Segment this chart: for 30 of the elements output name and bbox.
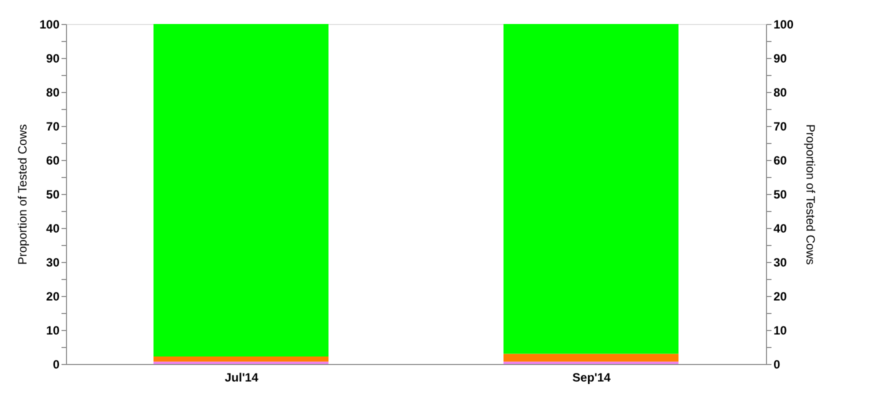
y2-axis-title: Proportion of Tested Cows [804,124,818,265]
y-tick-label: 50 [46,188,60,202]
y2-tick-label: 40 [774,222,788,236]
y-tick-label: 20 [46,290,60,304]
y2-tick-label: 10 [774,324,788,338]
bar [504,354,678,362]
y-tick-label: 10 [46,324,60,338]
y2-tick-label: 70 [774,120,788,134]
y2-tick-label: 30 [774,256,788,270]
y2-tick-label: 60 [774,154,788,168]
bar [154,356,328,362]
y2-tick-label: 50 [774,188,788,202]
x-tick-label: Sep'14 [572,370,611,384]
y2-tick-label: 20 [774,290,788,304]
y-tick-label: 80 [46,86,60,100]
y-tick-label: 100 [39,18,60,32]
bar [504,24,678,354]
x-tick-label: Jul'14 [224,370,259,384]
y2-tick-label: 100 [774,18,794,32]
bar [154,24,328,357]
y-tick-label: 70 [46,120,60,134]
y-tick-label: 30 [46,256,60,270]
y-tick-label: 0 [52,358,60,372]
y-tick-label: 60 [46,154,60,168]
y-tick-label: 40 [46,222,60,236]
y-axis-title: Proportion of Tested Cows [15,124,30,265]
y-tick-label: 90 [46,52,60,66]
y2-tick-label: 0 [774,358,780,372]
y2-tick-label: 90 [774,52,788,66]
y2-tick-label: 80 [774,86,788,100]
